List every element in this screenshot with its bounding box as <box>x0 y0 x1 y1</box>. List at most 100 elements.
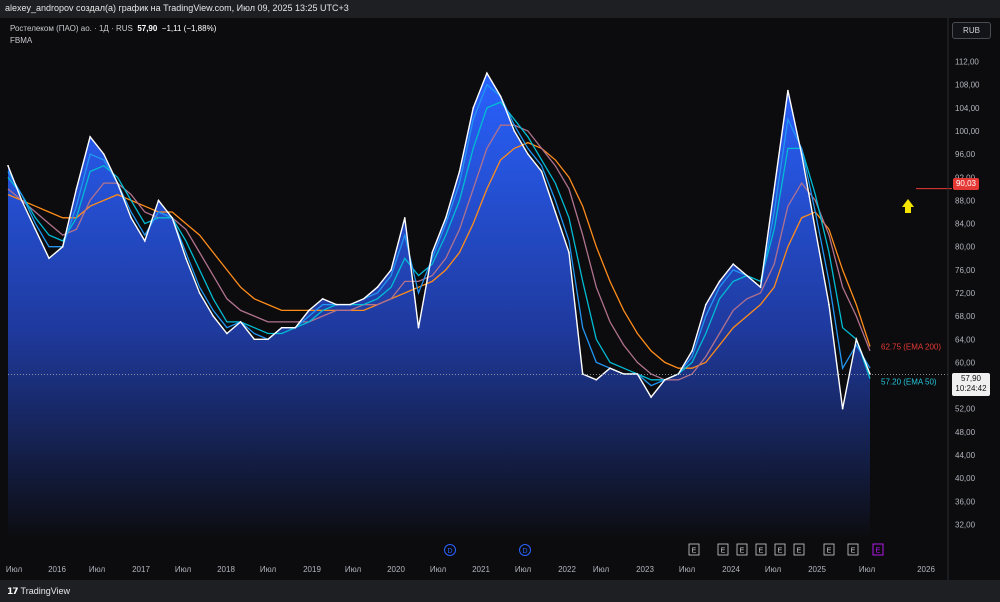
earnings-marker[interactable] <box>793 543 805 556</box>
x-axis-tick-label: 2020 <box>387 565 405 574</box>
price-point <box>595 378 598 381</box>
x-axis-tick-label: Июл <box>89 565 106 574</box>
y-axis-tick-label: 88,00 <box>955 196 976 205</box>
price-point <box>321 297 324 300</box>
price-point <box>157 199 160 202</box>
currency-button[interactable]: RUB <box>952 22 991 39</box>
price-point <box>48 257 50 260</box>
earnings-marker-label: E <box>851 548 856 555</box>
x-axis-tick-label: 2016 <box>48 565 66 574</box>
y-axis-tick-label: 36,00 <box>955 497 976 506</box>
price-point <box>472 107 475 109</box>
x-axis-tick-label: Июл <box>593 565 610 574</box>
y-axis-tick-label: 52,00 <box>955 405 976 414</box>
price-point <box>20 199 23 202</box>
earnings-marker-label: E <box>740 548 745 555</box>
upcoming-earnings-marker[interactable] <box>872 543 884 556</box>
price-point <box>787 89 789 92</box>
y-axis-tick-label: 44,00 <box>955 451 976 460</box>
price-area <box>8 73 870 540</box>
price-point <box>609 367 611 370</box>
upcoming-earnings-label: E <box>876 548 881 555</box>
price-point <box>486 72 488 74</box>
price-point <box>403 216 406 219</box>
x-axis-tick-label: Июл <box>345 565 362 574</box>
earnings-marker[interactable] <box>774 543 786 556</box>
earnings-marker[interactable] <box>736 543 748 556</box>
y-axis-tick-label: 92,00 <box>955 173 976 182</box>
y-axis-tick-label: 72,00 <box>955 289 976 298</box>
symbol-name[interactable]: Ростелеком (ПАО) ао. · 1Д · RUS <box>10 24 133 33</box>
price-point <box>445 216 447 219</box>
x-axis-tick-label: Июл <box>6 565 23 574</box>
price-point <box>855 338 858 341</box>
price-point <box>34 228 37 231</box>
price-point <box>376 286 379 289</box>
price-point <box>226 332 228 335</box>
price-point <box>89 135 91 138</box>
price-point <box>61 245 64 248</box>
tv-logo-icon: 𝟭𝟳 <box>7 586 18 596</box>
price-point <box>841 407 844 410</box>
earnings-marker-label: E <box>797 548 802 555</box>
dividend-marker[interactable] <box>519 544 531 556</box>
symbol-legend[interactable]: Ростелеком (ПАО) ао. · 1Д · RUS 57,90 −1… <box>10 23 216 47</box>
y-axis-tick-label: 84,00 <box>955 220 976 229</box>
dividend-marker[interactable] <box>444 544 456 556</box>
price-point <box>308 309 310 312</box>
earnings-marker-label: E <box>778 548 783 555</box>
earnings-marker[interactable] <box>755 543 767 556</box>
price-point <box>171 216 173 219</box>
y-axis-tick-label: 60,00 <box>955 358 976 367</box>
price-point <box>75 188 78 190</box>
dividend-marker-label: D <box>522 548 527 555</box>
price-point <box>718 280 721 283</box>
ema50-value-label: 57.20 (EMA 50) <box>881 378 937 387</box>
y-axis-tick-label: 104,00 <box>955 104 980 113</box>
y-axis-tick-label: 68,00 <box>955 312 976 321</box>
alert-price-label[interactable]: 90,03 <box>953 178 979 190</box>
price-point <box>253 338 256 341</box>
indicator-name[interactable]: FBMA <box>10 36 33 45</box>
ema200-line <box>7 141 871 369</box>
price-point <box>7 164 9 167</box>
x-axis-tick-label: 2024 <box>722 565 740 574</box>
tradingview-logo[interactable]: 𝟭𝟳 TradingView <box>7 586 70 597</box>
price-point <box>677 373 680 375</box>
x-axis-tick-label: Июл <box>515 565 532 574</box>
price-point <box>335 303 338 306</box>
price-point <box>390 269 392 271</box>
price-point <box>759 286 762 289</box>
earnings-marker[interactable] <box>847 543 859 556</box>
earnings-marker[interactable] <box>717 543 729 556</box>
earnings-marker-label: E <box>759 548 764 555</box>
y-axis-tick-label: 108,00 <box>955 81 980 90</box>
x-axis-tick-label: 2018 <box>217 565 235 574</box>
x-axis-tick-label: Июл <box>175 565 192 574</box>
price-point <box>773 188 776 190</box>
earnings-marker[interactable] <box>823 543 835 556</box>
x-axis-tick-label: Июл <box>765 565 782 574</box>
price-point <box>417 326 420 329</box>
y-axis-tick-label: 80,00 <box>955 243 976 252</box>
y-axis-tick-label: 48,00 <box>955 428 976 437</box>
y-axis-tick-label: 32,00 <box>955 520 976 529</box>
last-price: 57,90 <box>137 24 158 33</box>
earnings-marker-label: E <box>692 548 697 555</box>
price-point <box>527 153 529 155</box>
up-arrow-icon <box>902 199 914 213</box>
y-axis-tick-label: 96,00 <box>955 150 976 159</box>
price-point <box>130 216 132 219</box>
price-point <box>814 228 817 231</box>
earnings-marker-label: E <box>827 548 832 555</box>
x-axis-tick-label: 2019 <box>303 565 321 574</box>
y-axis-tick-label: 76,00 <box>955 266 976 275</box>
ema20-line <box>7 83 871 387</box>
earnings-marker[interactable] <box>688 543 700 556</box>
price-point <box>431 251 433 254</box>
price-point <box>540 170 543 173</box>
brand-name: TradingView <box>20 586 71 596</box>
price-point <box>746 274 748 277</box>
